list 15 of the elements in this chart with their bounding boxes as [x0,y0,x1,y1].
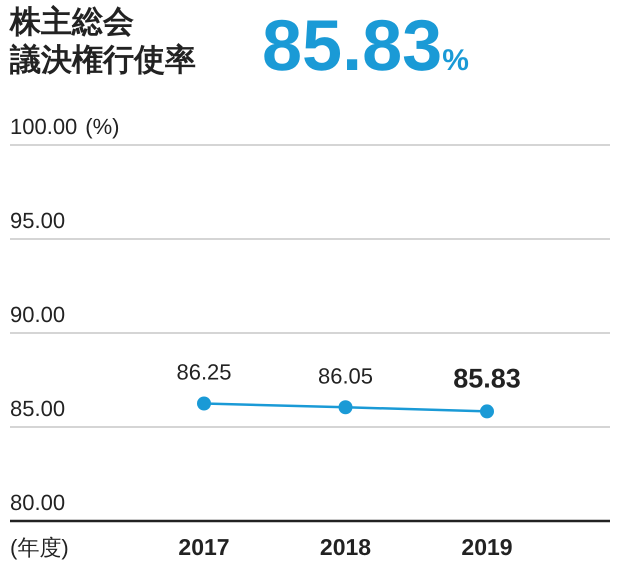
data-label: 86.25 [176,360,232,384]
y-tick-label: 95.00 [10,208,66,233]
y-tick-label: 100.00 [10,114,78,139]
data-label: 86.05 [318,363,374,388]
y-tick-label: 80.00 [10,490,66,515]
x-tick-label: 2018 [320,534,372,560]
x-axis-title: (年度) [10,535,69,560]
y-tick-label: 85.00 [10,396,66,421]
y-axis-title: (%) [85,114,120,139]
y-tick-label: 90.00 [10,302,66,327]
chart-subtitle: 85.83% [262,6,469,86]
x-tick-label: 2017 [178,534,230,560]
data-label: 85.83 [453,363,521,394]
chart-title: 株主総会議決権行使率 [9,4,196,77]
x-tick-label: 2019 [461,534,513,560]
